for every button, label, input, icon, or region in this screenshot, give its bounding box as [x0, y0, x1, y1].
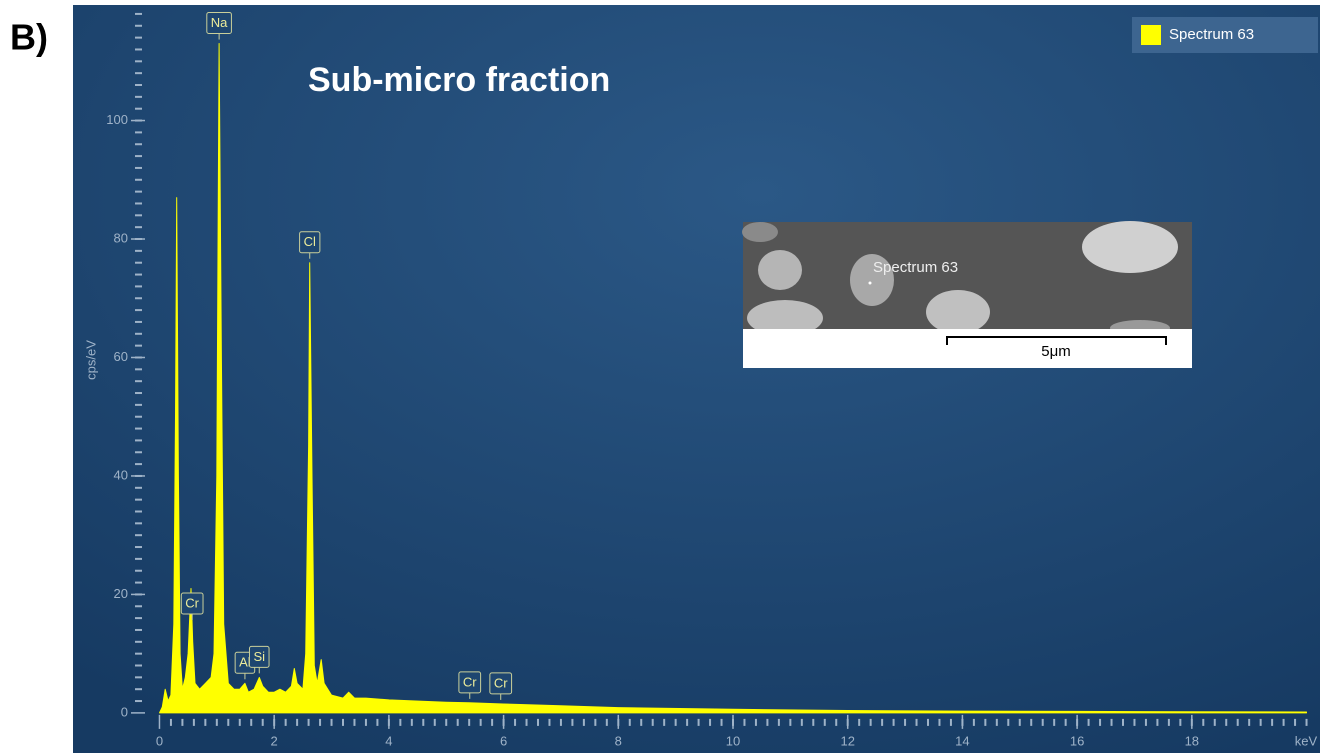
- peak-label: Si: [248, 645, 270, 674]
- scale-bar: [946, 336, 1167, 345]
- x-tick-label: 0: [156, 733, 163, 748]
- peak-label: Cl: [299, 231, 321, 259]
- peak-label: Cr: [489, 672, 513, 700]
- particle: [1082, 221, 1178, 273]
- chart-title: Sub-micro fraction: [308, 61, 610, 99]
- legend-box: [1132, 17, 1318, 53]
- x-axis-label: keV: [1295, 733, 1318, 748]
- scale-panel: [743, 329, 1192, 368]
- y-tick-label: 80: [114, 230, 128, 245]
- y-tick-label: 0: [121, 704, 128, 719]
- peak-label: Na: [206, 12, 232, 40]
- inset-image: Spectrum 63 5μm: [742, 221, 1192, 368]
- particle: [742, 222, 778, 242]
- x-tick-label: 16: [1070, 733, 1084, 748]
- x-tick-label: 2: [271, 733, 278, 748]
- x-tick-label: 4: [385, 733, 392, 748]
- legend-swatch: [1141, 25, 1161, 45]
- particle: [926, 290, 990, 334]
- panel-label: B): [10, 17, 48, 58]
- y-tick-label: 60: [114, 349, 128, 364]
- x-tick-label: 12: [840, 733, 854, 748]
- legend: Spectrum 63: [1132, 17, 1318, 53]
- x-tick-label: 18: [1185, 733, 1199, 748]
- spot: [868, 281, 872, 285]
- y-tick-label: 20: [114, 586, 128, 601]
- peak-label-text: Cr: [185, 595, 199, 610]
- y-axis-label: cps/eV: [83, 340, 98, 380]
- particle: [747, 300, 823, 336]
- x-tick-label: 10: [726, 733, 740, 748]
- peak-label-text: Cr: [463, 674, 477, 689]
- particle: [758, 250, 802, 290]
- peak-label-text: Si: [253, 649, 265, 664]
- peak-label: Cr: [458, 671, 482, 699]
- y-tick-label: 100: [106, 112, 128, 127]
- plot-background: [73, 5, 1320, 753]
- peak-label: Cr: [180, 592, 204, 621]
- peak-label-text: Cr: [494, 675, 508, 690]
- inset-point-label: Spectrum 63: [873, 259, 958, 276]
- scale-label: 5μm: [1041, 343, 1070, 360]
- x-tick-label: 6: [500, 733, 507, 748]
- particle: [850, 254, 894, 306]
- y-tick-label: 40: [114, 467, 128, 482]
- peak-label-text: Na: [211, 15, 228, 30]
- legend-label: Spectrum 63: [1169, 26, 1254, 43]
- peak-label-text: Cl: [304, 234, 316, 249]
- x-tick-label: 8: [615, 733, 622, 748]
- x-tick-label: 14: [955, 733, 969, 748]
- spectrum-area: [159, 43, 1307, 714]
- peak-label-text: Al: [239, 655, 251, 670]
